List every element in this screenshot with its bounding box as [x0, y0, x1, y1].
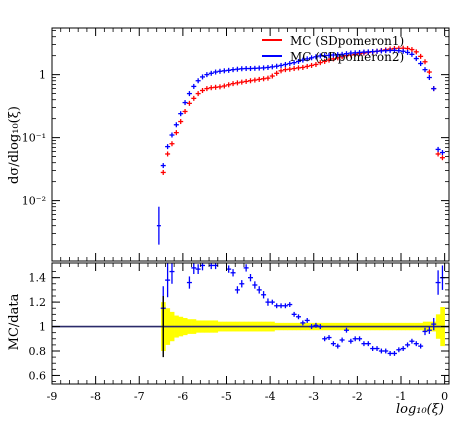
ratio-ytick-label-0: 0.6: [29, 369, 47, 382]
ratio-xtick-label-0: -9: [47, 390, 58, 403]
ratio-ytick-label-4: 1.4: [29, 272, 47, 285]
ratio-y-ticks: 0.6 0.8 1 1.2 1.4: [29, 271, 449, 382]
main-ylabel: dσ/dlog₁₀(ξ): [7, 106, 22, 184]
ratio-xtick-label-4: -5: [221, 390, 232, 403]
main-x-ticks: [51, 28, 446, 261]
main-panel: dσ/dlog₁₀(ξ) 1 10⁻¹ 10⁻² MC (SDpomeron1) M…: [7, 27, 450, 262]
ratio-xtick-label-9: 0: [441, 390, 448, 403]
main-series-group: [156, 45, 445, 245]
ratio-ytick-label-2: 1: [39, 321, 46, 334]
ratio-x-ticks: -9 -8 -7 -6 -5 -4 -3 -2 -1 0: [47, 263, 448, 403]
legend-label-sdpomeron1: MC (SDpomeron1): [290, 34, 404, 48]
legend-label-sdpomeron2: MC (SDpomeron2): [290, 50, 404, 64]
ratio-ytick-label-3: 1.2: [29, 296, 47, 309]
ratio-xtick-label-7: -2: [352, 390, 363, 403]
ratio-ytick-label-1: 0.8: [29, 345, 47, 358]
legend: MC (SDpomeron1) MC (SDpomeron2): [262, 34, 404, 64]
ratio-series-group: [160, 263, 445, 358]
main-ytick-label-0: 1: [39, 69, 46, 82]
ratio-frame: [51, 262, 450, 385]
main-frame: [51, 27, 450, 262]
ratio-ylabel: MC/data: [7, 293, 22, 350]
main-y-ticks: 1 10⁻¹ 10⁻²: [22, 30, 449, 246]
ratio-xtick-label-2: -7: [134, 390, 145, 403]
ratio-xtick-label-6: -3: [308, 390, 319, 403]
ratio-xtick-label-3: -6: [178, 390, 189, 403]
ratio-xtick-label-5: -4: [265, 390, 276, 403]
ratio-xlabel: log₁₀(ξ): [396, 402, 444, 417]
ratio-xtick-label-8: -1: [396, 390, 407, 403]
ratio-xtick-label-1: -8: [90, 390, 101, 403]
main-ytick-label-2: 10⁻²: [22, 195, 46, 208]
main-ytick-label-1: 10⁻¹: [22, 132, 46, 145]
ratio-panel: MC/data 0.6 0.8 1 1.2 1.4 -9 -8 -7 -6 -5 -4 -3 -2 -1…: [7, 262, 450, 417]
